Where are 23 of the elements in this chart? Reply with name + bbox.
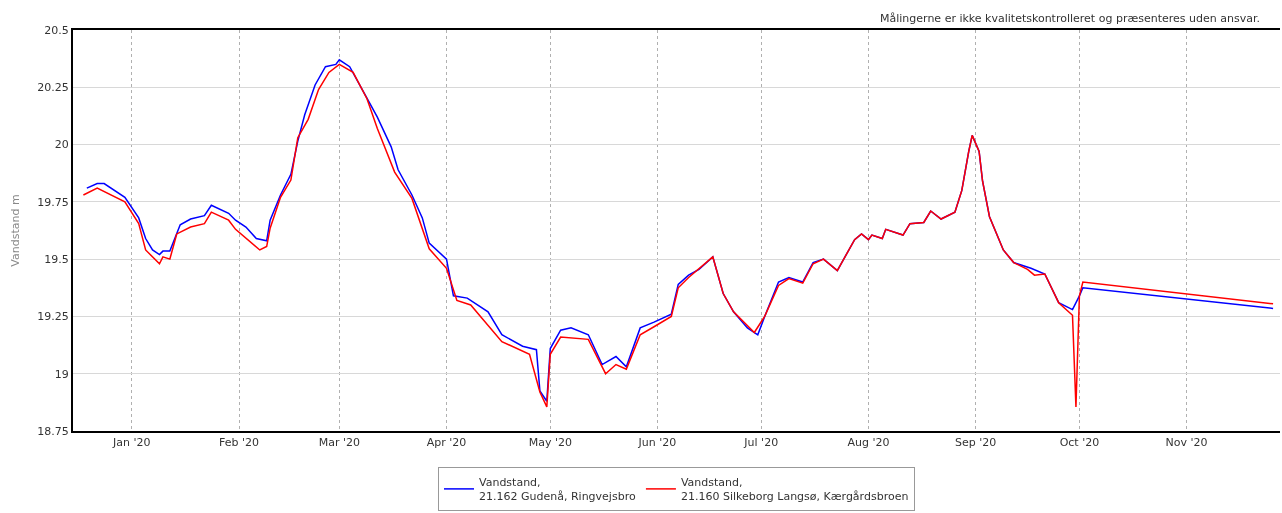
y-tick-label: 19.25 xyxy=(37,310,69,324)
y-tick-label: 20.25 xyxy=(37,81,69,95)
x-tick-label: Oct '20 xyxy=(1059,436,1100,450)
y-tick-label: 20 xyxy=(54,138,69,152)
legend-label: Vandstand, 21.162 Gudenå, Ringvejsbro xyxy=(479,476,636,504)
x-tick-label: Nov '20 xyxy=(1165,436,1208,450)
y-tick-label: 19.75 xyxy=(37,195,69,209)
x-tick-label: Apr '20 xyxy=(426,436,467,450)
x-tick-label: Jun '20 xyxy=(637,436,677,450)
x-tick-label: May '20 xyxy=(528,436,572,450)
y-tick-label: 19 xyxy=(54,367,69,381)
y-axis-title: Vandstand m xyxy=(9,194,23,267)
x-tick-label: Sep '20 xyxy=(955,436,997,450)
y-tick-label: 20.5 xyxy=(44,23,69,37)
x-tick-label: Jan '20 xyxy=(112,436,151,450)
x-tick-label: Feb '20 xyxy=(219,436,260,450)
x-tick-label: Aug '20 xyxy=(847,436,890,450)
legend-label: Vandstand, 21.160 Silkeborg Langsø, Kærgårdsbroen xyxy=(680,476,909,504)
y-tick-label: 19.5 xyxy=(44,252,69,266)
y-tick-label: 18.75 xyxy=(37,424,69,438)
x-tick-label: Mar '20 xyxy=(318,436,360,450)
text: Målingerne er ikke kvalitetskontrolleret og præsenteres uden ansvar. xyxy=(880,12,1260,25)
x-tick-label: Jul '20 xyxy=(743,436,779,450)
